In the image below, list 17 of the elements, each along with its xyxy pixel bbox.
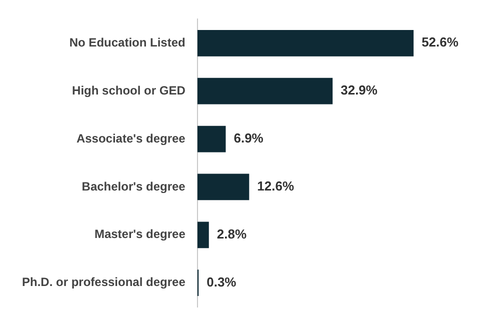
y-tick-label: Bachelor's degree (82, 179, 186, 194)
bar (197, 222, 209, 248)
y-tick-label: Ph.D. or professional degree (22, 275, 186, 290)
data-label: 32.9% (340, 82, 378, 98)
bar (197, 78, 333, 104)
bar (197, 126, 226, 152)
y-tick-label: High school or GED (72, 83, 186, 98)
data-label: 0.3% (206, 274, 237, 290)
y-tick-label: No Education Listed (69, 35, 186, 50)
y-tick-label: Associate's degree (76, 131, 186, 146)
data-label: 2.8% (216, 226, 247, 242)
y-tick-label: Master's degree (94, 227, 186, 242)
data-label: 6.9% (234, 130, 264, 146)
bar (197, 174, 250, 200)
bar (197, 30, 414, 56)
data-label: 12.6% (257, 178, 294, 194)
data-label: 52.6% (422, 34, 459, 50)
